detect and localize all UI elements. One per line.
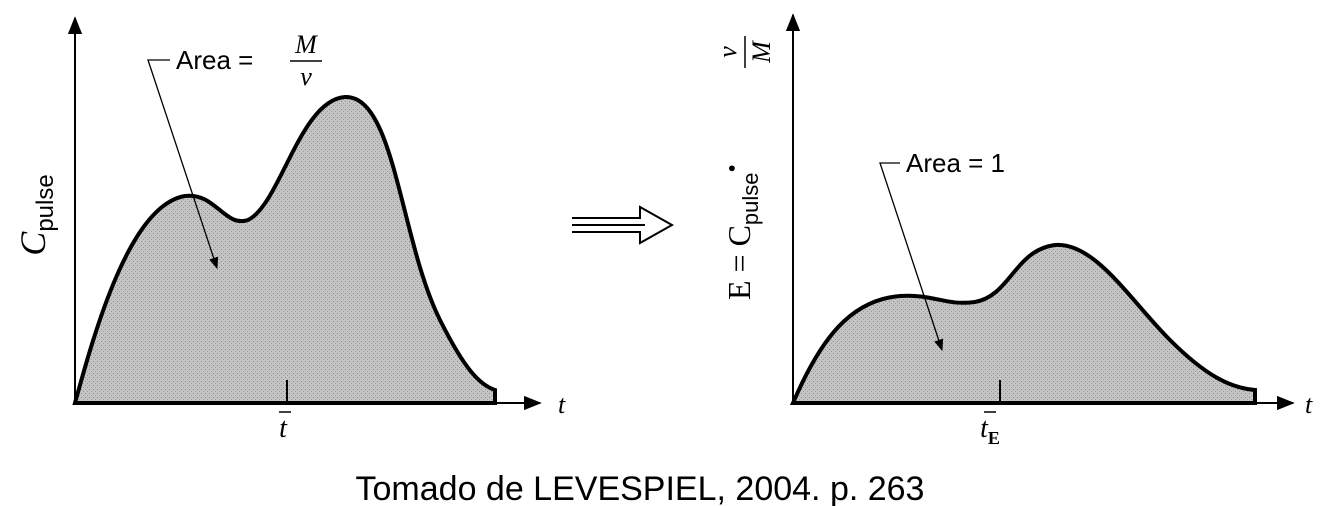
annotation-numerator: M: [294, 30, 318, 59]
annotation: Area = 1: [906, 148, 1005, 178]
annotation-text: Area =: [176, 45, 253, 75]
x-label: t: [1305, 390, 1313, 419]
y-label-denominator: M: [747, 40, 776, 64]
y-label-dot: •: [720, 164, 746, 172]
caption: Tomado de LEVESPIEL, 2004. p. 263: [356, 470, 925, 506]
y-label-text: Cpulse: [13, 174, 59, 255]
right-panel: tE t E = Cpulse• v M Area = 1: [713, 13, 1313, 448]
y-label-text: E = Cpulse•: [720, 164, 763, 300]
mean-subscript: E: [988, 428, 1000, 448]
annotation-leader: [147, 59, 219, 270]
y-label-subscript: pulse: [738, 172, 763, 225]
y-label-numerator: v: [713, 46, 742, 58]
y-label-symbol: C: [13, 231, 53, 256]
annotation-leader: [879, 162, 944, 352]
y-label-subscript: pulse: [32, 174, 59, 231]
y-label: Cpulse: [13, 174, 59, 255]
mean-label: tE: [980, 413, 1000, 448]
mean-symbol: t: [980, 413, 989, 444]
annotation-denominator: v: [300, 62, 312, 91]
x-label: t: [558, 390, 566, 419]
y-label-lhs: E = C: [721, 225, 757, 300]
y-label: E = Cpulse• v M: [713, 36, 776, 300]
left-panel: t t Cpulse Area = M v: [13, 16, 566, 444]
mean-label: t: [279, 413, 288, 444]
e-curve: [789, 242, 1257, 405]
pulse-curve: [72, 94, 497, 405]
